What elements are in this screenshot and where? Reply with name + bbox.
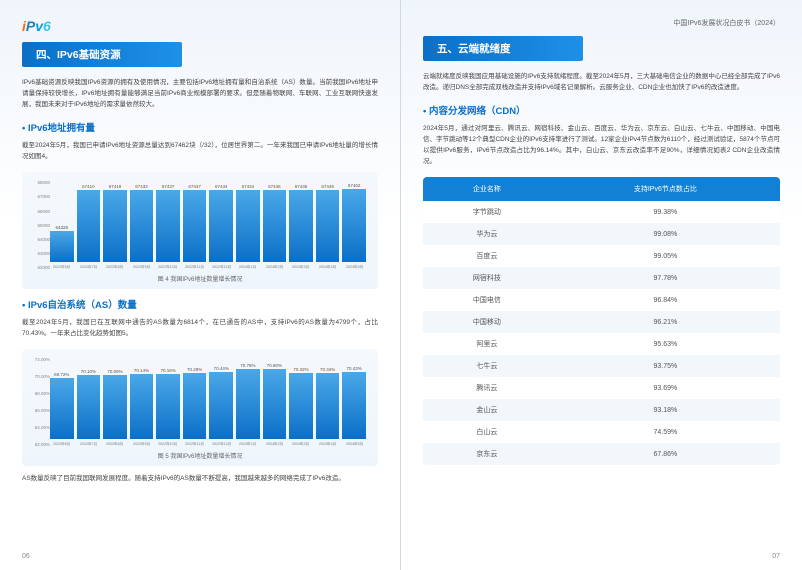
page-left: iPv6 四、IPv6基础资源 IPv6基础资源反映我国IPv6资源的拥有及使用… [0,0,401,570]
table-row: 阿里云95.63% [423,333,780,355]
table-col-1: 支持IPv6节点数占比 [551,177,780,201]
table-row: 中国电信96.84% [423,289,780,311]
header-right-text: 中国IPv6发展状况白皮书（2024） [423,18,780,28]
chart-2-title: 图 5 我国IPv6地址数量增长情况 [32,451,368,460]
chart-1: 6800067000660006500064000630006200064328… [32,180,368,270]
sub-title-as: IPv6自治系统（AS）数量 [22,297,378,311]
table-row: 白山云74.59% [423,421,780,443]
sub-title-cdn: 内容分发网络（CDN） [423,103,780,117]
sub-title-address: IPv6地址拥有量 [22,120,378,134]
chart-1-title: 图 4 我国IPv6地址数量增长情况 [32,274,368,283]
intro-right: 云端就绪度反映我国应用基础设施的IPv6支持就绪程度。截至2024年5月，三大基… [423,71,780,93]
table-row: 网宿科技97.78% [423,267,780,289]
section-header-5: 五、云端就绪度 [423,36,583,61]
table-row: 七牛云93.75% [423,355,780,377]
table-row: 百度云99.05% [423,245,780,267]
page-number-right: 07 [772,553,780,560]
outro-left: AS数量反映了目前我国联网发展程度。随着支持IPv6的AS数量不断提高，我国越来… [22,474,378,484]
page-number-left: 06 [22,553,30,560]
section-header-4: 四、IPv6基础资源 [22,42,182,67]
ipv6-logo: iPv6 [22,18,378,34]
table-row: 中国移动96.21% [423,311,780,333]
cdn-table-body: 字节跳动99.38%华为云99.08%百度云99.05%网宿科技97.78%中国… [423,201,780,465]
sub-text-address: 截至2024年5月，我国已申请IPv6地址资源总量达到67462块（/32），位… [22,140,378,162]
table-row: 金山云93.18% [423,399,780,421]
intro-left: IPv6基础资源反映我国IPv6资源的拥有及使用情况，主要包括IPv6地址拥有量… [22,77,378,110]
sub-text-cdn: 2024年5月，通过对阿里云、腾讯云、网宿科技、金山云、百度云、华为云、京东云、… [423,123,780,167]
cdn-table: 企业名称 支持IPv6节点数占比 字节跳动99.38%华为云99.08%百度云9… [423,177,780,465]
table-col-0: 企业名称 [423,177,551,201]
table-row: 字节跳动99.38% [423,201,780,223]
chart-2: 72.00%70.00%68.00%66.00%64.00%62.00%69.7… [32,357,368,447]
table-row: 腾讯云93.69% [423,377,780,399]
chart-2-box: 72.00%70.00%68.00%66.00%64.00%62.00%69.7… [22,349,378,466]
table-row: 京东云67.86% [423,443,780,465]
chart-1-box: 6800067000660006500064000630006200064328… [22,172,378,289]
sub-text-as: 截至2024年5月，我国已在互联网中通告的AS数量为6814个，在已通告的AS中… [22,317,378,339]
page-right: 中国IPv6发展状况白皮书（2024） 五、云端就绪度 云端就绪度反映我国应用基… [401,0,802,570]
table-row: 华为云99.08% [423,223,780,245]
